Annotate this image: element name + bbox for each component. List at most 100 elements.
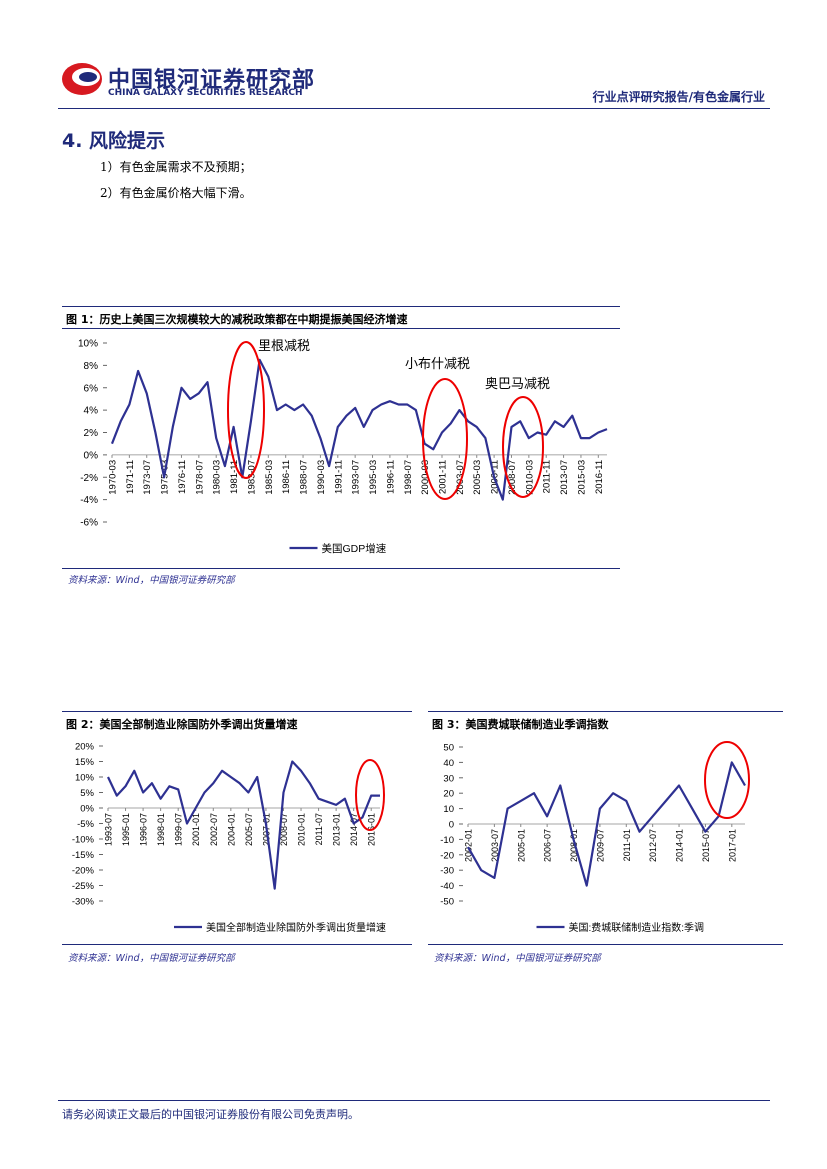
x-tick-label: 1991-11 (333, 460, 344, 494)
figure-caption: 图 2：美国全部制造业除国防外季调出货量增速 (66, 718, 298, 731)
x-tick-label: 2012-07 (648, 829, 658, 862)
figure-caption: 图 3：美国费城联储制造业季调指数 (432, 718, 609, 731)
x-tick-label: 2003-07 (490, 829, 500, 862)
y-tick-label: -5% (77, 819, 94, 830)
logo-icon (62, 63, 102, 95)
annotation: 奥巴马减税 (485, 376, 550, 391)
x-tick-label: 1993-07 (351, 460, 362, 495)
figure-rule (62, 568, 620, 569)
x-tick-label: 1985-03 (264, 460, 275, 495)
y-tick-label: -4% (80, 495, 98, 506)
x-tick-label: 2006-07 (543, 829, 553, 862)
y-tick-label: -25% (72, 881, 95, 892)
section-title: 4. 风险提示 (62, 130, 166, 152)
y-tick-label: 30 (443, 773, 454, 784)
x-tick-label: 2005-03 (472, 460, 483, 495)
logo-title: 中国银河证券研究部 (108, 68, 316, 93)
highlight-ellipse (502, 396, 544, 498)
x-tick-label: 1993-07 (104, 813, 114, 846)
x-tick-label: 1970-03 (108, 460, 119, 495)
x-tick-label: 1996-07 (139, 813, 149, 846)
x-tick-label: 2005-07 (244, 813, 254, 846)
list-item: 1）有色金属需求不及预期； (100, 160, 252, 174)
x-tick-label: 1983-07 (246, 460, 257, 495)
footer-rule (58, 1100, 770, 1101)
x-tick-label: 2017-01 (727, 829, 737, 862)
x-tick-label: 2010-01 (297, 813, 307, 846)
x-tick-label: 1976-11 (177, 460, 188, 494)
x-tick-label: 1996-11 (385, 460, 396, 494)
data-line (110, 358, 608, 501)
x-tick-label: 2016-11 (594, 460, 605, 494)
x-tick-label: 2003-07 (455, 460, 466, 495)
x-tick-label: 1981-11 (229, 460, 240, 494)
y-tick-label: 10 (443, 804, 454, 815)
figure-source: 资料来源：Wind，中国银河证券研究部 (68, 953, 235, 964)
x-tick-label: 2011-11 (542, 460, 553, 493)
legend-label: 美国GDP增速 (322, 542, 387, 555)
x-tick-label: 2010-03 (524, 460, 535, 495)
x-tick-label: 2015-03 (576, 460, 587, 495)
data-line (467, 761, 746, 887)
list-item: 2）有色金属价格大幅下滑。 (100, 186, 252, 200)
x-tick-label: 2004-01 (226, 813, 236, 846)
x-tick-label: 2013-07 (559, 460, 570, 495)
x-tick-label: 1998-07 (403, 460, 414, 495)
chart: 20% 15% 10% 5% 0% -5% -10% -15% -20% -25% -30% 1993… (72, 742, 386, 935)
y-tick-label: -50 (440, 897, 454, 908)
y-tick-label: 40 (443, 758, 454, 769)
x-tick-label: 2002-07 (209, 813, 219, 846)
x-tick-label: 2009-07 (595, 829, 605, 862)
y-tick-label: 2% (84, 428, 99, 439)
x-tick-label: 2001-11 (438, 460, 449, 494)
y-tick-label: 10% (75, 773, 95, 784)
x-tick-label: 1998-01 (156, 813, 166, 846)
figure-rule (62, 944, 412, 945)
y-tick-label: 50 (443, 743, 454, 754)
legend-label: 美国:费城联储制造业指数:季调 (569, 921, 705, 934)
y-tick-label: -20 (440, 850, 454, 861)
figure-rule (428, 944, 783, 945)
x-tick-label: 1973-07 (142, 460, 153, 495)
y-tick-label: 20 (443, 789, 454, 800)
x-tick-label: 2005-01 (516, 829, 526, 862)
x-tick-label: 1988-07 (299, 460, 310, 495)
y-tick-label: 6% (84, 383, 99, 394)
x-tick-label: 2008-07 (279, 813, 289, 846)
figure-caption: 图 1：历史上美国三次规模较大的减税政策都在中期提振美国经济增速 (66, 313, 408, 326)
x-tick-label: 2002-01 (464, 829, 474, 862)
x-tick-label: 1986-11 (281, 460, 292, 494)
y-tick-label: 5% (80, 788, 94, 799)
y-tick-label: -40 (440, 881, 454, 892)
y-tick-label: 0 (449, 820, 454, 831)
x-tick-label: 2008-07 (507, 460, 518, 495)
x-tick-label: 1980-03 (212, 460, 223, 495)
x-tick-label: 1995-03 (368, 460, 379, 495)
x-tick-label: 2015-07 (701, 829, 711, 862)
x-tick-label: 2001-01 (191, 813, 201, 846)
legend-label: 美国全部制造业除国防外季调出货量增速 (206, 921, 386, 934)
y-tick-label: -10 (440, 835, 454, 846)
y-tick-label: -15% (72, 850, 95, 861)
x-tick-label: 1978-07 (194, 460, 205, 495)
figure-rule (62, 328, 620, 329)
y-tick-label: 0% (84, 450, 99, 461)
highlight-ellipse (704, 741, 750, 819)
y-tick-label: -30 (440, 866, 454, 877)
figure-source: 资料来源：Wind，中国银河证券研究部 (68, 575, 235, 586)
x-tick-label: 1971-11 (125, 460, 136, 494)
y-tick-label: 10% (78, 339, 98, 350)
x-tick-label: 1995-01 (121, 813, 131, 846)
figure-source: 资料来源：Wind，中国银河证券研究部 (434, 953, 601, 964)
header-rule (58, 108, 770, 109)
x-tick-label: 1999-07 (174, 813, 184, 846)
footer-note: 请务必阅读正文最后的中国银河证券股份有限公司免责声明。 (62, 1108, 359, 1121)
x-tick-label: 2008-01 (569, 829, 579, 862)
y-tick-label: -30% (72, 897, 95, 908)
y-tick-label: -20% (72, 866, 95, 877)
x-tick-label: 2011-07 (314, 813, 324, 845)
figure-rule (428, 711, 783, 712)
chart: 10% 8% 6% 4% 2% 0% -2% -4% -6% 1970-03 1971-11 1973… (78, 338, 608, 555)
figure-rule (62, 306, 620, 307)
